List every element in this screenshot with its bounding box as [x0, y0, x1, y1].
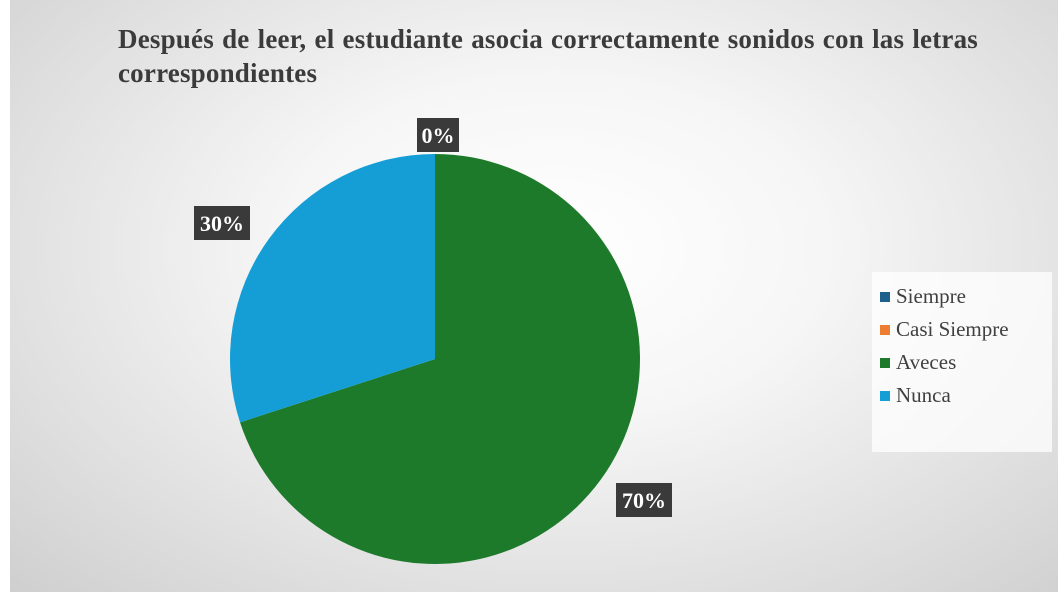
data-label-box: [616, 483, 672, 517]
legend-label-nunca: Nunca: [896, 383, 951, 407]
data-label-casi-siempre: 0%: [417, 118, 459, 152]
chart-legend: Siempre Casi Siempre Aveces Nunca: [872, 272, 1052, 452]
legend-label-casi-siempre: Casi Siempre: [896, 317, 1009, 341]
data-label-text: 30%: [200, 211, 244, 236]
data-label-box: [417, 118, 459, 152]
legend-item-aveces: Aveces: [872, 346, 1052, 379]
data-label-text: 0%: [422, 123, 455, 148]
legend-swatch-casi-siempre: [880, 324, 890, 335]
pie-chart: 0% 70% 30%: [194, 118, 672, 564]
data-label-aveces: 70%: [616, 483, 672, 517]
legend-item-casi-siempre: Casi Siempre: [872, 313, 1052, 346]
data-label-text: 70%: [622, 488, 666, 513]
pie-slice-nunca: [229, 154, 435, 423]
legend-swatch-nunca: [880, 390, 890, 401]
data-label-nunca: 30%: [194, 206, 250, 240]
pie-slice-aveces: [240, 154, 640, 564]
legend-label-aveces: Aveces: [896, 350, 957, 374]
chart-area: Después de leer, el estudiante asocia co…: [10, 0, 1058, 592]
legend-swatch-aveces: [880, 357, 890, 368]
legend-label-siempre: Siempre: [896, 284, 966, 308]
legend-swatch-siempre: [880, 291, 890, 302]
legend-item-nunca: Nunca: [872, 379, 1052, 412]
data-label-box: [194, 206, 250, 240]
pie-data-labels: 0% 70% 30%: [194, 118, 672, 517]
pie-slices: [229, 154, 640, 564]
chart-title: Después de leer, el estudiante asocia co…: [118, 24, 978, 88]
legend-item-siempre: Siempre: [872, 280, 1052, 313]
